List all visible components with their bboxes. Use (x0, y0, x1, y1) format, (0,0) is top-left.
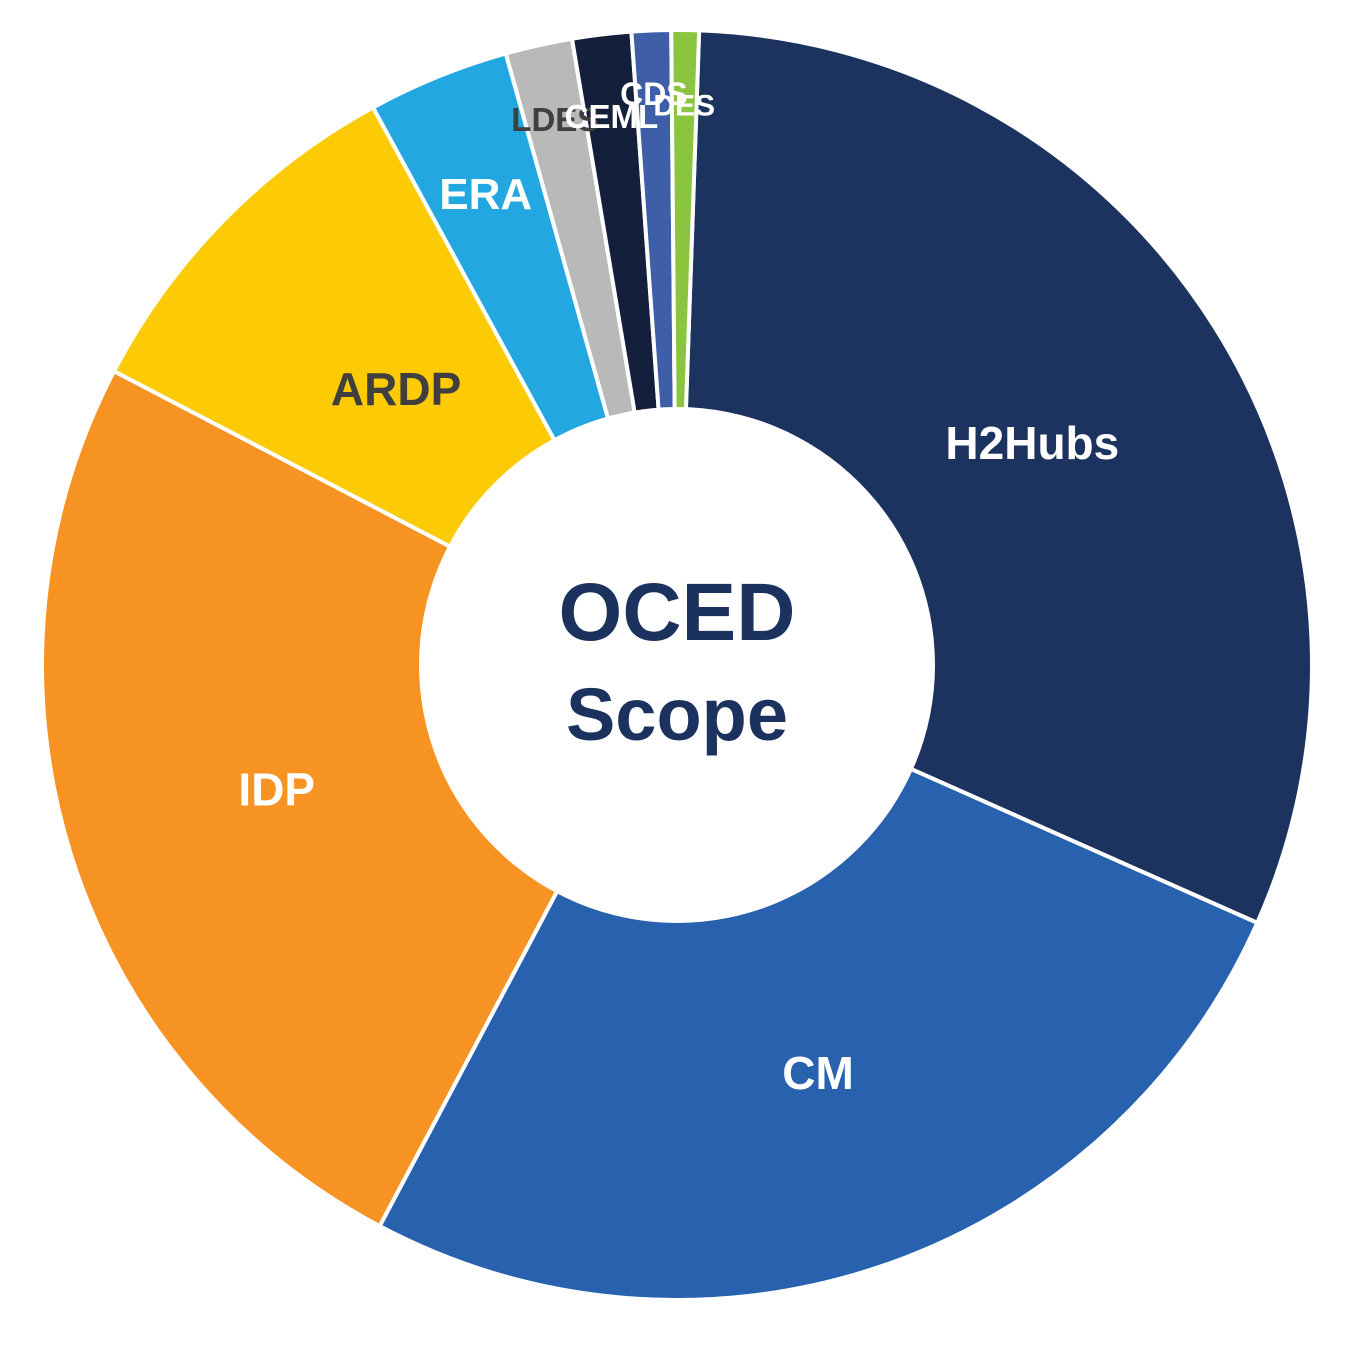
slice-label-cds: CDS (620, 76, 688, 112)
slice-label-cm: CM (782, 1047, 854, 1099)
center-title-line-2: Scope (566, 673, 788, 756)
slice-label-ardp: ARDP (331, 363, 461, 415)
slice-label-des: DES (653, 90, 715, 123)
slice-label-ceml: CEML (565, 98, 659, 135)
slice-label-h2hubs: H2Hubs (945, 417, 1119, 469)
center-hole (419, 407, 935, 923)
slice-label-era: ERA (439, 170, 532, 219)
center-title-line-1: OCED (559, 567, 796, 658)
slice-label-ldes: LDES (511, 101, 599, 138)
slice-label-idp: IDP (238, 763, 315, 815)
